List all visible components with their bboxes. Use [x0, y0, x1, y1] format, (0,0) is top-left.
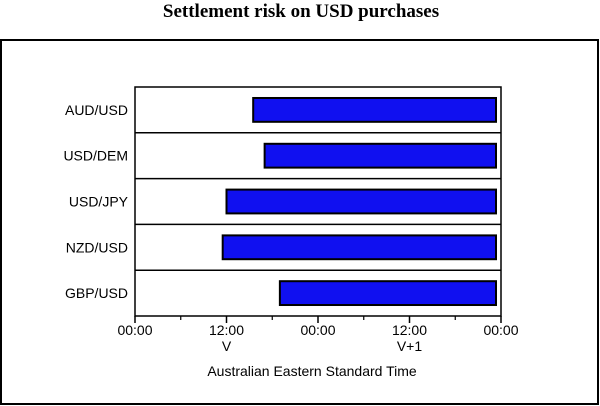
x-axis-label: Australian Eastern Standard Time [207, 363, 417, 379]
category-label: NZD/USD [66, 239, 128, 255]
bar-usd-jpy [225, 188, 497, 215]
x-tick-label: 12:00 [392, 322, 427, 338]
bar-gbp-usd [278, 280, 497, 307]
bar-aud-usd [252, 96, 497, 123]
category-label: USD/DEM [63, 148, 128, 164]
category-label: USD/JPY [69, 194, 129, 210]
category-label: AUD/USD [65, 102, 128, 118]
x-tick-label: 00:00 [483, 322, 518, 338]
bar-usd-dem [263, 142, 497, 169]
category-label: GBP/USD [65, 285, 128, 301]
x-tick-label: 00:00 [117, 322, 152, 338]
day-label: V+1 [397, 338, 423, 354]
bar-nzd-usd [221, 234, 497, 261]
day-label: V [222, 338, 232, 354]
x-tick-label: 12:00 [209, 322, 244, 338]
outer-frame [0, 39, 599, 405]
chart-title: Settlement risk on USD purchases [163, 1, 439, 22]
x-tick-label: 00:00 [300, 322, 335, 338]
plot-area: AUD/USD USD/DEM USD/JPY NZD/USD GBP/USD 00:00… [63, 86, 519, 354]
